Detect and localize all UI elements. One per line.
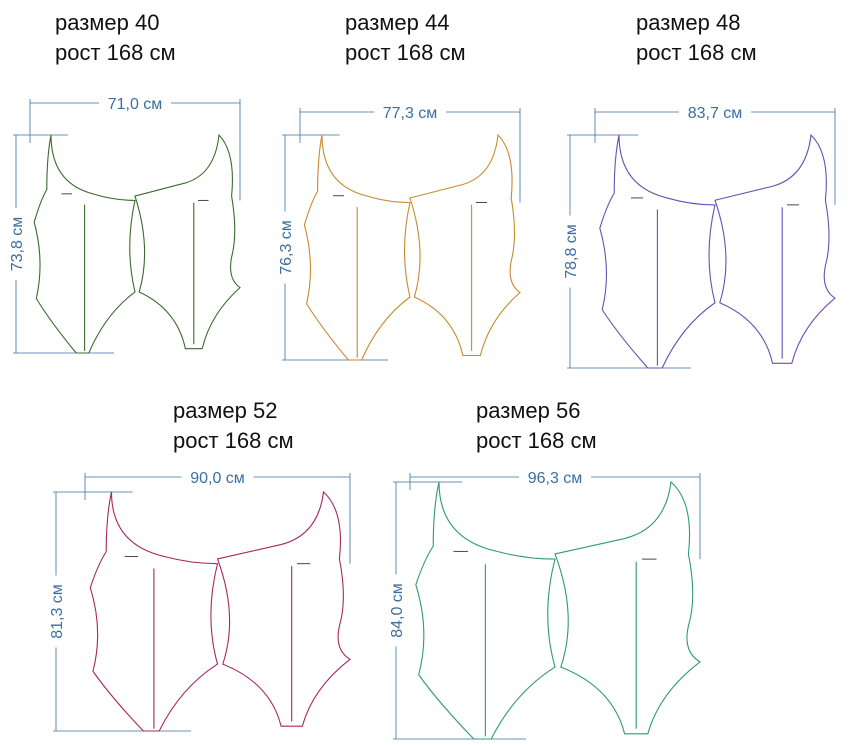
size-label: размер 44 (345, 10, 450, 35)
caption-size-48: размер 48 рост 168 см (636, 8, 757, 68)
caption-size-40: размер 40 рост 168 см (55, 8, 176, 68)
size-label: размер 52 (173, 398, 278, 423)
length-label: 81,3 см (49, 584, 66, 639)
pattern-group: 71,0 см 73,8 см (6, 93, 241, 354)
width-label: 71,0 см (108, 96, 163, 113)
length-label: 84,0 см (389, 583, 406, 638)
pattern-group: 77,3 см 76,3 см (275, 102, 521, 361)
front-piece-outline (599, 134, 716, 369)
label-backing (519, 467, 591, 487)
label-backing (386, 574, 406, 647)
back-piece-outline (714, 133, 836, 364)
front-piece-outline (33, 134, 136, 354)
length-label: 73,8 см (9, 217, 26, 272)
front-piece-outline (415, 481, 556, 740)
label-backing (181, 467, 254, 487)
length-label: 76,3 см (278, 220, 295, 275)
size-label: размер 48 (636, 10, 741, 35)
height-label: рост 168 см (345, 40, 466, 65)
width-label: 96,3 см (528, 470, 583, 487)
front-piece-outline (303, 134, 411, 361)
pattern-group: 96,3 см 84,0 см (386, 467, 701, 740)
height-label: рост 168 см (476, 428, 597, 453)
label-backing (679, 102, 751, 122)
size-label: размер 56 (476, 398, 581, 423)
label-backing (99, 93, 171, 113)
length-label: 78,8 см (563, 224, 580, 279)
back-piece-outline (134, 133, 241, 350)
pattern-group: 83,7 см 78,8 см (560, 102, 836, 369)
caption-size-44: размер 44 рост 168 см (345, 8, 466, 68)
label-backing (6, 208, 26, 280)
width-label: 77,3 см (383, 105, 438, 122)
back-piece-outline (554, 480, 701, 735)
pattern-group: 90,0 см 81,3 см (46, 467, 351, 732)
height-label: рост 168 см (55, 40, 176, 65)
caption-size-52: размер 52 рост 168 см (173, 396, 294, 456)
label-backing (275, 211, 295, 284)
width-label: 90,0 см (190, 470, 245, 487)
height-label: рост 168 см (636, 40, 757, 65)
height-label: рост 168 см (173, 428, 294, 453)
caption-size-56: размер 56 рост 168 см (476, 396, 597, 456)
back-piece-outline (409, 133, 521, 357)
back-piece-outline (216, 490, 351, 727)
width-label: 83,7 см (688, 105, 743, 122)
label-backing (374, 102, 446, 122)
label-backing (560, 215, 580, 288)
label-backing (46, 575, 66, 648)
size-label: размер 40 (55, 10, 160, 35)
front-piece-outline (89, 491, 219, 732)
